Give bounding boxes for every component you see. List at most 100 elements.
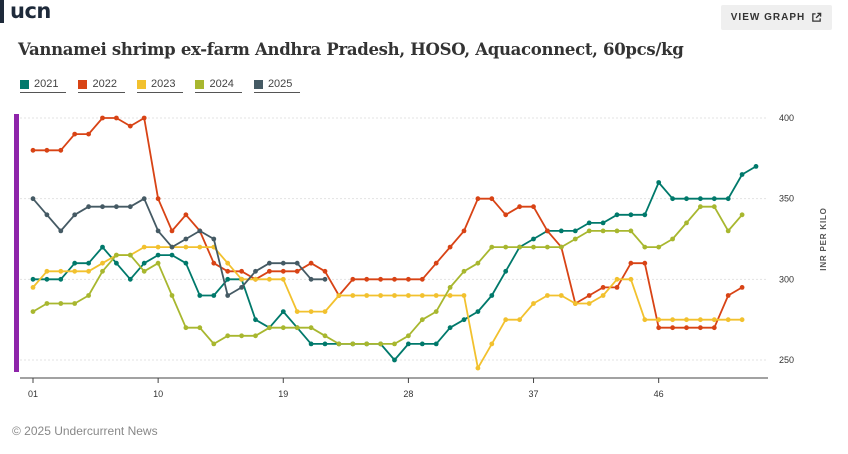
data-point-2024 xyxy=(169,293,175,298)
data-point-2023 xyxy=(406,293,411,298)
data-point-2023 xyxy=(517,317,522,323)
data-point-2025 xyxy=(280,260,286,266)
data-point-2022 xyxy=(127,123,133,129)
data-point-2024 xyxy=(614,228,620,234)
data-point-2023 xyxy=(336,293,342,298)
data-point-2022 xyxy=(392,276,397,282)
data-point-2022 xyxy=(322,268,328,274)
data-point-2024 xyxy=(739,212,745,218)
data-point-2023 xyxy=(656,317,662,323)
data-point-2021 xyxy=(725,196,731,202)
data-point-2022 xyxy=(141,115,147,121)
data-point-2024 xyxy=(364,341,370,347)
data-point-2024 xyxy=(127,252,133,258)
y-tick-label: 300 xyxy=(779,274,794,284)
data-point-2025 xyxy=(169,244,175,250)
data-point-2024 xyxy=(100,268,105,274)
data-point-2024 xyxy=(517,244,522,250)
data-point-2024 xyxy=(503,244,509,250)
data-point-2024 xyxy=(406,333,411,339)
data-point-2021 xyxy=(614,212,620,218)
data-point-2021 xyxy=(169,252,175,258)
data-point-2021 xyxy=(503,268,509,274)
data-point-2022 xyxy=(30,147,36,153)
data-point-2023 xyxy=(739,317,745,323)
data-point-2021 xyxy=(531,236,536,242)
data-point-2023 xyxy=(447,293,453,298)
data-point-2024 xyxy=(531,244,536,250)
data-point-2021 xyxy=(392,357,397,363)
data-point-2024 xyxy=(211,341,217,347)
data-point-2022 xyxy=(503,212,509,218)
data-point-2021 xyxy=(72,260,78,266)
data-point-2022 xyxy=(545,228,550,234)
legend-item-2024[interactable]: 2024 xyxy=(195,76,242,93)
legend-swatch xyxy=(78,79,88,89)
data-point-2023 xyxy=(419,293,425,298)
data-point-2021 xyxy=(684,196,689,202)
data-point-2025 xyxy=(30,196,36,202)
data-point-2024 xyxy=(267,325,272,331)
data-point-2024 xyxy=(253,333,258,339)
view-graph-button[interactable]: VIEW GRAPH xyxy=(721,5,832,30)
data-point-2025 xyxy=(141,196,147,202)
data-point-2022 xyxy=(461,228,467,234)
external-link-icon xyxy=(812,12,822,22)
accent-strip xyxy=(14,114,19,372)
data-point-2022 xyxy=(155,196,161,202)
data-point-2025 xyxy=(58,228,64,234)
data-point-2025 xyxy=(211,236,217,242)
data-point-2022 xyxy=(378,276,383,282)
data-point-2023 xyxy=(711,317,717,323)
data-point-2022 xyxy=(183,212,189,218)
data-point-2024 xyxy=(684,220,689,226)
series-line-2025 xyxy=(32,197,325,297)
data-point-2022 xyxy=(86,131,91,137)
data-point-2022 xyxy=(739,285,745,290)
data-point-2024 xyxy=(725,228,731,234)
legend-item-2023[interactable]: 2023 xyxy=(136,76,184,93)
data-point-2025 xyxy=(183,236,189,242)
data-point-2023 xyxy=(698,317,703,323)
data-point-2022 xyxy=(280,268,286,274)
data-point-2021 xyxy=(586,220,592,226)
x-tick-label: 19 xyxy=(278,389,288,399)
data-point-2021 xyxy=(406,341,411,347)
logo-text: ucn xyxy=(10,0,51,23)
data-point-2023 xyxy=(642,317,648,323)
data-point-2023 xyxy=(670,317,675,323)
x-tick-label: 46 xyxy=(654,389,664,399)
data-point-2023 xyxy=(531,301,536,306)
data-point-2025 xyxy=(86,204,91,210)
data-point-2025 xyxy=(44,212,50,218)
data-point-2024 xyxy=(72,301,78,306)
data-point-2023 xyxy=(183,244,189,250)
data-point-2022 xyxy=(406,276,411,282)
data-point-2022 xyxy=(364,276,370,282)
data-point-2021 xyxy=(253,317,258,323)
data-point-2024 xyxy=(308,325,314,331)
data-point-2023 xyxy=(267,276,272,282)
data-point-2021 xyxy=(461,317,467,323)
data-point-2021 xyxy=(197,293,203,298)
legend-swatch xyxy=(195,79,205,89)
data-point-2022 xyxy=(614,285,620,290)
logo[interactable]: ucn xyxy=(0,0,51,23)
data-point-2023 xyxy=(350,293,356,298)
x-tick-label: 28 xyxy=(403,389,413,399)
data-point-2024 xyxy=(489,244,495,250)
data-point-2022 xyxy=(58,147,64,153)
legend-item-2025[interactable]: 2025 xyxy=(253,76,301,93)
data-point-2024 xyxy=(656,244,662,250)
chart-title: Vannamei shrimp ex-farm Andhra Pradesh, … xyxy=(18,40,684,59)
data-point-2022 xyxy=(419,276,425,282)
y-tick-label: 400 xyxy=(779,113,794,123)
data-point-2021 xyxy=(670,196,675,202)
data-point-2024 xyxy=(114,252,119,258)
data-point-2023 xyxy=(280,276,286,282)
legend-item-2021[interactable]: 2021 xyxy=(20,76,67,93)
data-point-2022 xyxy=(350,276,356,282)
legend-label: 2023 xyxy=(150,78,176,90)
data-point-2023 xyxy=(461,293,467,298)
legend-item-2022[interactable]: 2022 xyxy=(78,76,125,93)
